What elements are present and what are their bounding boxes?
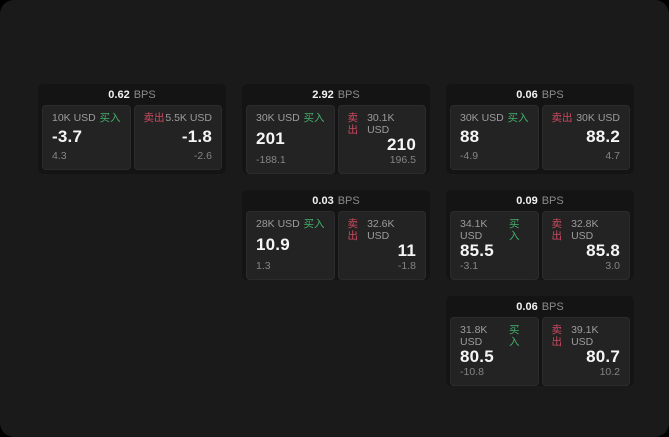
sell-amount: 39.1K USD [571, 324, 599, 348]
sell-amount: 30K USD [576, 112, 620, 124]
buy-delta: 1.3 [256, 260, 271, 272]
buy-label: 买入 [507, 112, 529, 124]
sell-delta: -1.8 [397, 260, 416, 272]
sell-panel[interactable]: 卖出 32.6K USD 11 -1.8 [337, 211, 426, 280]
sell-label: 卖出 [551, 324, 563, 348]
bps-value: 2.92 [312, 88, 334, 101]
quote-card: 0.06 BPS 30K USD 买入 88 -4.9 卖出 30K USD 8… [446, 84, 634, 174]
buy-label: 买入 [508, 324, 520, 348]
sell-label: 卖出 [143, 112, 165, 124]
sell-label: 卖出 [347, 112, 359, 136]
sell-delta: 3.0 [605, 260, 620, 272]
sell-amount: 30.1K USD [367, 112, 395, 136]
bps-unit-label: BPS [337, 194, 360, 207]
buy-panel[interactable]: 28K USD 买入 10.9 1.3 [246, 211, 335, 280]
bps-spread-header: 0.62 BPS [38, 84, 226, 105]
buy-amount: 10K USD [52, 112, 96, 124]
sell-label: 卖出 [347, 218, 359, 242]
quote-card: 0.03 BPS 28K USD 买入 10.9 1.3 卖出 32.6K US… [242, 190, 430, 280]
sell-label: 卖出 [551, 218, 563, 242]
bps-spread-header: 0.03 BPS [242, 190, 430, 211]
bps-spread-header: 0.06 BPS [446, 296, 634, 317]
buy-label: 买入 [303, 112, 325, 124]
buy-amount: 28K USD [256, 218, 300, 230]
sell-delta: -2.6 [193, 150, 212, 162]
buy-amount: 30K USD [256, 112, 300, 124]
sell-panel[interactable]: 卖出 30.1K USD 210 196.5 [337, 105, 426, 174]
sell-price: 80.7 [586, 347, 620, 366]
quote-card: 0.06 BPS 31.8K USD 买入 80.5 -10.8 卖出 39.1… [446, 296, 634, 386]
buy-delta: -10.8 [460, 366, 484, 378]
bps-unit-label: BPS [133, 88, 156, 101]
buy-panel[interactable]: 30K USD 买入 88 -4.9 [450, 105, 539, 170]
sell-price: 11 [397, 241, 416, 260]
buy-label: 买入 [508, 218, 520, 242]
buy-delta: -3.1 [460, 260, 479, 272]
sell-panel[interactable]: 卖出 32.8K USD 85.8 3.0 [541, 211, 630, 280]
buy-amount: 34.1K USD [460, 218, 488, 242]
sell-delta: 4.7 [605, 150, 620, 162]
buy-panel[interactable]: 30K USD 买入 201 -188.1 [246, 105, 335, 174]
buy-delta: 4.3 [52, 150, 67, 162]
buy-label: 买入 [99, 112, 121, 124]
buy-price: 80.5 [460, 347, 494, 366]
sell-panel[interactable]: 卖出 39.1K USD 80.7 10.2 [541, 317, 630, 386]
buy-amount: 30K USD [460, 112, 504, 124]
sell-amount: 32.6K USD [367, 218, 395, 242]
buy-panel[interactable]: 10K USD 买入 -3.7 4.3 [42, 105, 131, 170]
sell-panel[interactable]: 卖出 30K USD 88.2 4.7 [541, 105, 630, 170]
sell-panel[interactable]: 卖出 5.5K USD -1.8 -2.6 [133, 105, 222, 170]
sell-amount: 32.8K USD [571, 218, 599, 242]
sell-label: 卖出 [551, 112, 573, 124]
bps-value: 0.06 [516, 88, 538, 101]
sell-amount: 5.5K USD [165, 112, 212, 124]
bps-spread-header: 0.09 BPS [446, 190, 634, 211]
buy-price: 85.5 [460, 241, 494, 260]
bps-unit-label: BPS [337, 88, 360, 101]
bps-unit-label: BPS [541, 300, 564, 313]
quote-card: 2.92 BPS 30K USD 买入 201 -188.1 卖出 30.1K … [242, 84, 430, 174]
buy-delta: -4.9 [460, 150, 479, 162]
buy-price: -3.7 [52, 127, 83, 146]
sell-price: 85.8 [586, 241, 620, 260]
buy-panel[interactable]: 31.8K USD 买入 80.5 -10.8 [450, 317, 539, 386]
quote-card: 0.62 BPS 10K USD 买入 -3.7 4.3 卖出 5.5K USD… [38, 84, 226, 174]
bps-spread-header: 0.06 BPS [446, 84, 634, 105]
sell-price: 210 [387, 135, 416, 154]
buy-price: 88 [460, 127, 480, 146]
buy-price: 10.9 [256, 235, 290, 254]
bps-value: 0.09 [516, 194, 538, 207]
sell-delta: 196.5 [389, 154, 416, 166]
bps-unit-label: BPS [541, 88, 564, 101]
sell-delta: 10.2 [599, 366, 620, 378]
bps-spread-header: 2.92 BPS [242, 84, 430, 105]
bps-unit-label: BPS [541, 194, 564, 207]
bps-value: 0.62 [108, 88, 130, 101]
bps-value: 0.03 [312, 194, 334, 207]
quote-card: 0.09 BPS 34.1K USD 买入 85.5 -3.1 卖出 32.8K… [446, 190, 634, 280]
buy-price: 201 [256, 129, 285, 148]
sell-price: 88.2 [586, 127, 620, 146]
buy-label: 买入 [303, 218, 325, 230]
buy-amount: 31.8K USD [460, 324, 488, 348]
buy-delta: -188.1 [256, 154, 286, 166]
bps-value: 0.06 [516, 300, 538, 313]
sell-price: -1.8 [181, 127, 212, 146]
buy-panel[interactable]: 34.1K USD 买入 85.5 -3.1 [450, 211, 539, 280]
